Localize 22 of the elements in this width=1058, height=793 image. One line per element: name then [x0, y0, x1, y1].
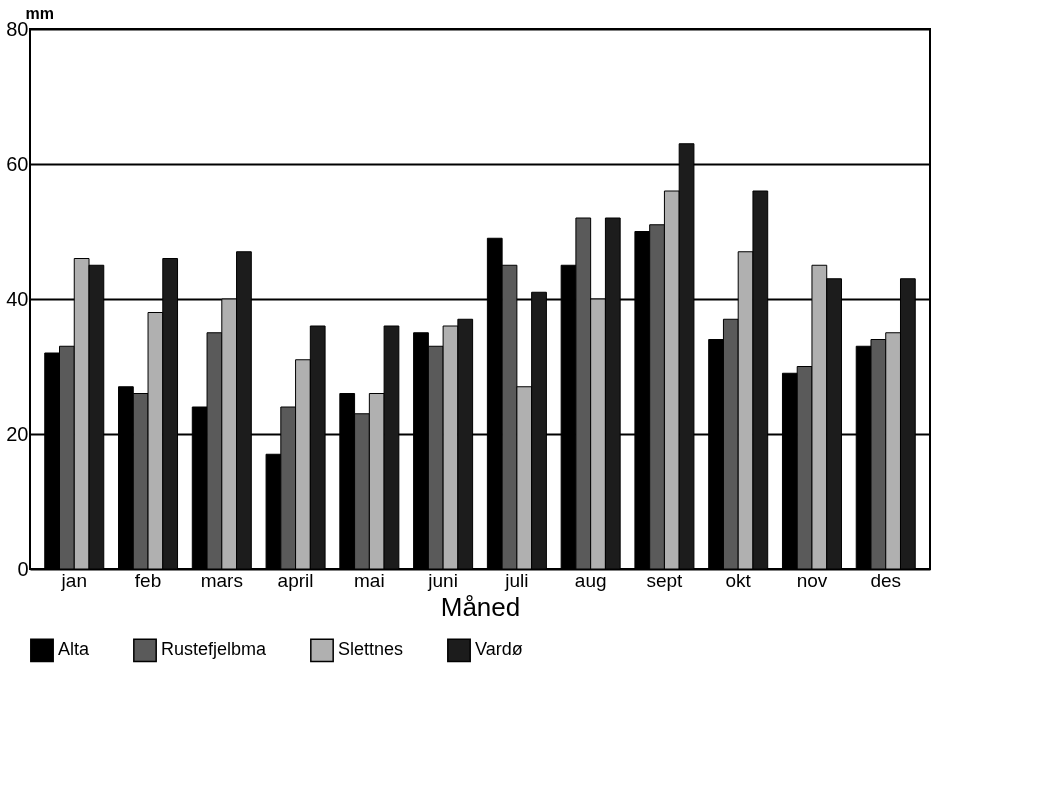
x-tick-label: juli	[504, 569, 529, 591]
x-tick-label: sept	[646, 569, 684, 591]
x-tick-label: jan	[60, 569, 87, 591]
legend-label: Slettnes	[338, 639, 404, 660]
x-tick-label: aug	[574, 569, 607, 591]
y-tick-label: 0	[17, 557, 29, 580]
x-tick-label: mai	[354, 569, 385, 591]
y-tick-label: 20	[6, 422, 29, 445]
x-tick-label: juni	[427, 569, 458, 591]
y-axis-title: mm	[25, 4, 54, 22]
legend-label: Alta	[58, 639, 91, 660]
legend-label: Vardø	[475, 639, 523, 660]
x-tick-label: feb	[134, 569, 162, 591]
x-axis-title: Måned	[440, 591, 521, 622]
y-tick-label: 60	[6, 152, 29, 175]
y-tick-label: 40	[6, 287, 29, 310]
x-tick-label: okt	[725, 569, 752, 591]
x-tick-label: des	[870, 569, 902, 591]
legend-label: Rustefjelbma	[161, 639, 268, 660]
x-tick-label: mars	[200, 569, 243, 591]
x-tick-label: april	[277, 569, 314, 591]
x-tick-label: nov	[796, 569, 828, 591]
